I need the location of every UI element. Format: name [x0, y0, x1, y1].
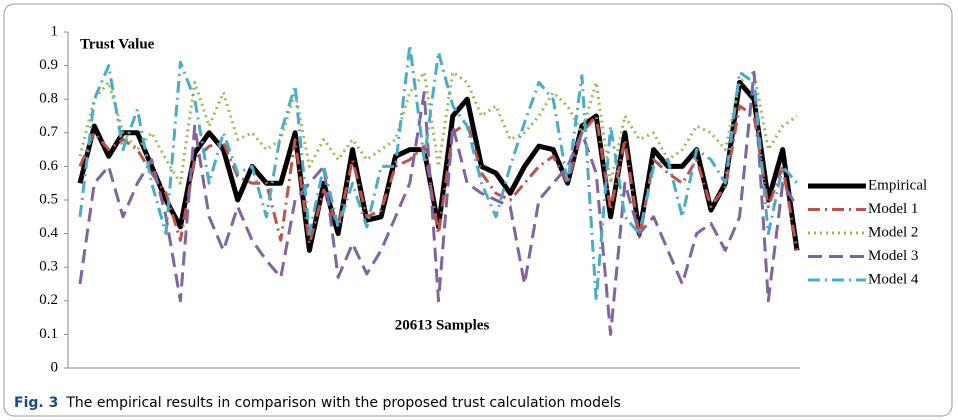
legend-label: Model 1 — [868, 201, 918, 217]
series-line — [78, 43, 799, 303]
series-line — [78, 70, 799, 336]
y-tick-label: 0.5 — [39, 191, 58, 207]
frame — [3, 3, 953, 417]
y-tick-label: 0.6 — [39, 158, 58, 174]
caption: Fig. 3 The empirical results in compariso… — [14, 395, 621, 411]
series-line — [78, 70, 798, 185]
y-tick-label: 0.4 — [39, 225, 58, 241]
series-line — [78, 104, 799, 251]
legend-label: Model 4 — [868, 271, 919, 287]
annotation: 20613 Samples — [395, 317, 490, 333]
caption-label: Fig. 3 — [14, 395, 58, 411]
y-tick-label: 0.1 — [39, 326, 58, 342]
legend-label: Empirical — [868, 177, 927, 193]
y-tick-label: 0.7 — [39, 124, 58, 140]
y-tick-label: 0.3 — [39, 259, 58, 275]
legend-label: Model 2 — [868, 224, 918, 240]
y-tick-label: 0.8 — [39, 91, 58, 107]
y-tick-label: 1 — [51, 23, 59, 39]
y-tick-label: 0.9 — [39, 57, 58, 73]
y-tick-label: 0.2 — [39, 292, 58, 308]
caption-text: The empirical results in comparison with… — [65, 395, 620, 411]
y-tick-label: 0 — [51, 359, 59, 375]
annotation: Trust Value — [80, 36, 155, 52]
legend-label: Model 3 — [868, 248, 918, 264]
